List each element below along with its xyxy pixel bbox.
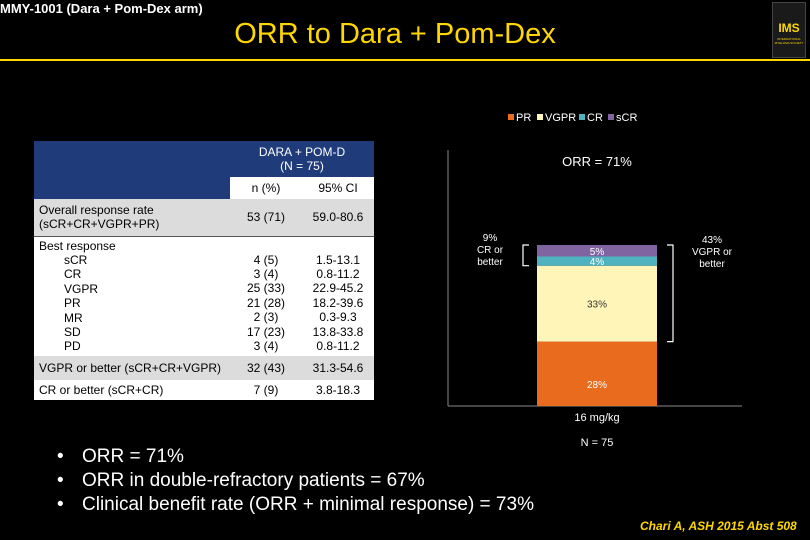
col-header-n: n (%)	[251, 181, 281, 195]
annotation-label: better	[477, 257, 503, 268]
bullet-text: Clinical benefit rate (ORR + minimal res…	[82, 494, 534, 515]
summary-bullets: • ORR = 71% • ORR in double-refractory pat…	[52, 445, 534, 517]
cr-ci: 3.8-18.3	[315, 383, 361, 397]
chart-title: ORR = 71%	[562, 154, 632, 169]
bar-segment-cr	[537, 256, 657, 266]
bullet-dot: •	[57, 470, 64, 491]
legend-label: VGPR	[545, 112, 576, 124]
group-header-n: (N = 75)	[280, 159, 324, 173]
ims-logo: IMS INTERNATIONAL MYELOMA SOCIETY	[772, 2, 806, 58]
best-row-ci: 0.8-11.2	[316, 266, 360, 281]
bar-data-label: 33%	[587, 300, 607, 311]
best-row-n: 2 (3)	[253, 310, 279, 325]
bar-data-label: 28%	[587, 380, 607, 391]
best-row-ci: 0.8-11.2	[316, 338, 360, 353]
logo-subtext: INTERNATIONAL MYELOMA SOCIETY	[774, 37, 804, 45]
orr-label: Overall response rate (sCR+CR+VGPR+PR)	[34, 199, 230, 236]
col-header-ci: 95% CI	[318, 181, 358, 195]
study-label: MMY-1001 (Dara + Pom-Dex arm)	[0, 1, 203, 16]
title-divider	[0, 59, 810, 61]
best-row-label: MR	[64, 310, 83, 325]
vgpr-ci: 31.3-54.6	[312, 361, 364, 375]
bullet-item: • ORR = 71%	[52, 445, 534, 469]
legend-label: CR	[587, 112, 603, 124]
best-row-ci: 18.2-39.6	[312, 295, 364, 310]
orr-n: 53 (71)	[246, 210, 286, 225]
bar-data-label: 5%	[590, 247, 605, 258]
bullet-text: ORR = 71%	[82, 446, 184, 467]
bullet-item: • ORR in double-refractory patients = 67%	[52, 469, 534, 493]
legend-label: sCR	[616, 112, 637, 124]
legend-swatch	[508, 114, 514, 120]
bar-segment-scr	[537, 245, 657, 257]
best-response-n: 4 (5) 3 (4) 25 (33) 21 (28) 2 (3) 17 (23…	[230, 235, 302, 356]
best-row-ci: 0.3-9.3	[319, 310, 357, 325]
bar-data-label: 4%	[590, 257, 605, 268]
best-row-label: SD	[64, 324, 81, 339]
annotation-label: 43%	[702, 235, 722, 246]
citation: Chari A, ASH 2015 Abst 508	[640, 519, 797, 533]
annotation-label: CR or	[477, 245, 504, 256]
legend-label: PR	[516, 112, 531, 124]
orr-ci: 59.0-80.6	[312, 210, 364, 225]
best-row-ci: 13.8-33.8	[312, 324, 364, 339]
best-row-ci: 22.9-45.2	[312, 281, 364, 296]
annotation-label: better	[699, 259, 725, 270]
bullet-dot: •	[57, 494, 64, 515]
x-tick-sublabel: N = 75	[581, 437, 614, 449]
col-header-blank	[34, 177, 230, 199]
best-row-n: 21 (28)	[246, 295, 286, 310]
group-header: DARA + POM-D (N = 75)	[230, 141, 375, 177]
annotation-label: VGPR or	[692, 247, 733, 258]
legend-swatch	[579, 114, 585, 120]
legend-swatch	[608, 114, 614, 120]
bar-segment-pr	[537, 341, 657, 406]
vgpr-label: VGPR or better (sCR+CR+VGPR)	[39, 361, 222, 375]
best-row-label: sCR	[64, 252, 88, 267]
bar-segment-vgpr	[537, 265, 657, 342]
vgpr-n: 32 (43)	[246, 361, 286, 375]
legend-swatch	[537, 114, 543, 120]
annotation-bracket	[667, 244, 674, 343]
best-row-n: 25 (33)	[246, 281, 286, 296]
best-row-n: 17 (23)	[246, 324, 286, 339]
best-row-n: 3 (4)	[253, 338, 279, 353]
bullet-item: • Clinical benefit rate (ORR + minimal re…	[52, 493, 534, 517]
page-title: ORR to Dara + Pom-Dex	[234, 18, 556, 50]
best-row-label: PD	[64, 339, 81, 354]
cr-n: 7 (9)	[253, 383, 279, 397]
best-response-heading: Best response	[39, 238, 116, 253]
annotation-label: 9%	[483, 233, 498, 244]
group-header-name: DARA + POM-D	[258, 145, 346, 159]
best-row-label: PR	[64, 296, 81, 311]
best-row-label: VGPR	[64, 281, 99, 296]
table-corner	[34, 141, 230, 177]
logo-text: IMS	[778, 21, 800, 35]
best-response-ci: 1.5-13.1 0.8-11.2 22.9-45.2 18.2-39.6 0.…	[302, 235, 375, 356]
best-row-label: CR	[64, 267, 82, 282]
annotation-bracket	[522, 244, 529, 267]
bullet-dot: •	[57, 446, 64, 467]
x-tick-label: 16 mg/kg	[574, 412, 619, 424]
best-row-n: 4 (5)	[253, 252, 279, 267]
best-response-labels: Best response sCR CR VGPR PR MR SD PD	[34, 235, 230, 356]
best-row-n: 3 (4)	[253, 266, 279, 281]
bullet-text: ORR in double-refractory patients = 67%	[82, 470, 425, 491]
best-row-ci: 1.5-13.1	[315, 252, 361, 267]
response-table: DARA + POM-D (N = 75) n (%) 95% CI Overa…	[34, 141, 375, 400]
orr-label-line2: (sCR+CR+VGPR+PR)	[39, 217, 160, 232]
orr-label-line1: Overall response rate	[39, 203, 154, 218]
cr-label: CR or better (sCR+CR)	[39, 383, 164, 397]
